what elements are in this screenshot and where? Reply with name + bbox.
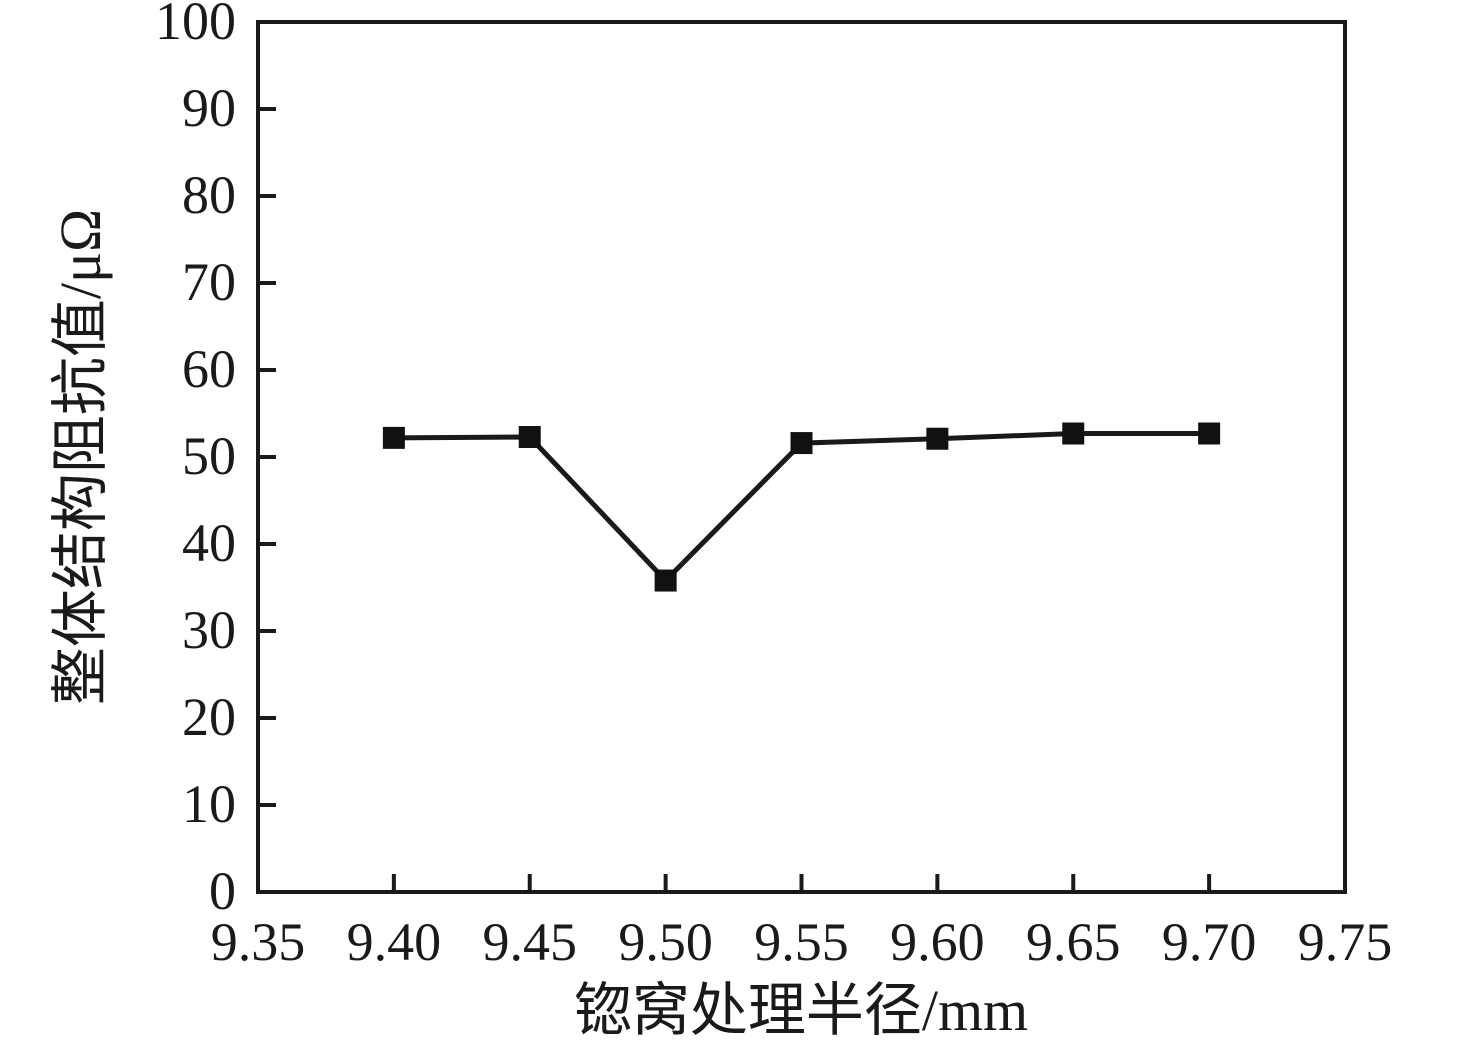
axis-titles: 锪窝处理半径/mm 整体结构阻抗值/μΩ [48,209,1028,1043]
y-tick-label: 90 [182,78,236,138]
data-point-marker [790,432,813,455]
x-tick-label: 9.45 [483,912,578,972]
x-tick-label: 9.60 [890,912,985,972]
data-point-marker [382,426,405,449]
data-point-marker [518,425,541,448]
y-tick-label: 0 [209,861,236,921]
data-point-marker [1062,422,1085,445]
y-axis-title: 整体结构阻抗值/μΩ [48,209,113,705]
data-point-marker [1198,422,1221,445]
data-point-marker [654,569,677,592]
y-tick-label: 60 [182,339,236,399]
x-tick-label: 9.65 [1026,912,1121,972]
y-tick-label: 70 [182,252,236,312]
x-tick-label: 9.75 [1298,912,1393,972]
x-tick-label: 9.55 [754,912,849,972]
y-tick-label: 100 [155,0,236,51]
y-tick-label: 30 [182,600,236,660]
data-point-marker [926,427,949,450]
x-tick-label: 9.70 [1162,912,1257,972]
y-tick-label: 20 [182,687,236,747]
plot-frame [256,20,1347,894]
y-tick-label: 50 [182,426,236,486]
x-axis-title: 锪窝处理半径/mm [574,978,1028,1043]
x-tick-label: 9.50 [618,912,713,972]
x-tick-label: 9.40 [347,912,442,972]
y-tick-label: 80 [182,165,236,225]
data-line [393,431,1210,585]
x-tick-label: 9.35 [211,912,306,972]
y-tick-label: 40 [182,513,236,573]
y-tick-label: 10 [182,774,236,834]
